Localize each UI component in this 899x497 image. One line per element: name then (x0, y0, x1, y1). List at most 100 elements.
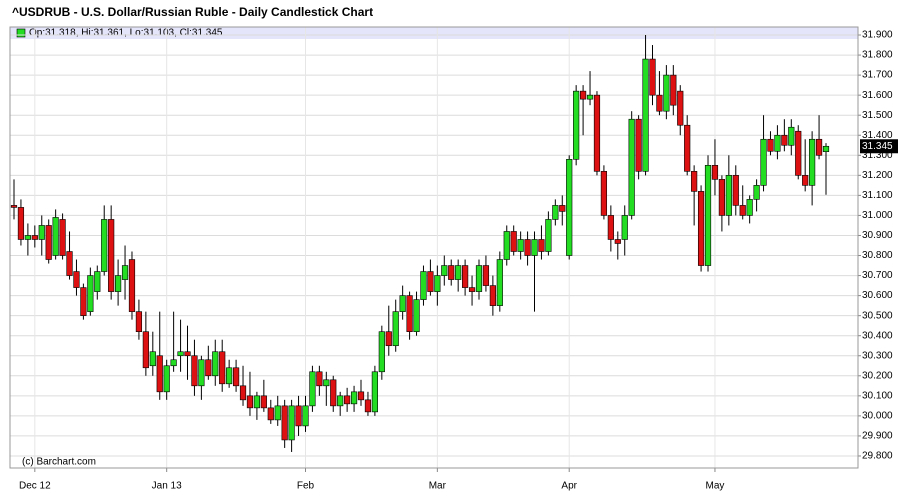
candle-body (198, 359, 205, 387)
candle-body (357, 391, 365, 401)
candle-body (121, 265, 129, 280)
candle-body (524, 239, 531, 256)
candle-body (434, 275, 441, 292)
candle-body (212, 351, 219, 377)
candle-body (635, 118, 642, 172)
y-tick-label: 30.700 (862, 270, 893, 281)
candle-body (59, 219, 66, 256)
candle-body (489, 285, 496, 306)
candle-body (739, 205, 746, 216)
candle-body (219, 351, 226, 385)
candle-body (697, 191, 705, 266)
y-tick-label: 31.200 (862, 170, 893, 181)
candle-body (170, 359, 177, 367)
candle-body (482, 265, 490, 286)
candle-body (455, 265, 462, 280)
y-tick-label: 30.100 (862, 390, 893, 401)
legend-icon (16, 28, 26, 38)
candle-body (503, 231, 510, 260)
candle-body (760, 138, 767, 186)
candle-body (746, 199, 753, 216)
candle-body (385, 331, 392, 347)
candle-body (378, 331, 385, 373)
candle-body (691, 171, 698, 192)
candle-body (232, 367, 240, 387)
candle-body (670, 74, 677, 106)
candle-body (94, 271, 101, 292)
candle-body (628, 118, 635, 216)
candle-body (732, 175, 739, 206)
candle-body (108, 219, 115, 292)
candle-body (725, 175, 732, 216)
candle-body (191, 355, 198, 387)
candle-body (809, 138, 816, 186)
candle-body (607, 215, 614, 240)
x-tick-label: Jan 13 (152, 481, 182, 492)
candle-body (156, 355, 163, 393)
candle-body (802, 175, 809, 186)
candle-body (364, 399, 372, 413)
candle-body (774, 134, 781, 152)
y-tick-label: 31.900 (862, 30, 893, 41)
candle-body (337, 395, 344, 407)
candle-body (649, 58, 656, 96)
candle-body (781, 134, 788, 146)
candle-body (531, 239, 538, 256)
candle-body (177, 351, 184, 357)
candle-body (684, 124, 691, 172)
y-tick-label: 31.400 (862, 130, 893, 141)
y-tick-label: 30.900 (862, 230, 893, 241)
candle-body (406, 295, 413, 332)
candle-body (17, 207, 25, 240)
candle-body (538, 239, 545, 252)
candle-body (66, 251, 73, 276)
candle-body (316, 371, 323, 387)
candle-body (614, 239, 621, 244)
y-tick-label: 29.800 (862, 451, 893, 462)
chart-title: ^USDRUB - U.S. Dollar/Russian Ruble - Da… (12, 5, 373, 19)
candle-body (718, 179, 725, 216)
candle-body (559, 205, 566, 212)
candle-body (45, 225, 52, 260)
candle-body (593, 94, 601, 172)
candle-body (274, 405, 281, 421)
candle-body (163, 365, 170, 393)
candle-body (496, 259, 503, 306)
candle-body (427, 271, 434, 292)
candle-body (31, 235, 38, 240)
candle-body (309, 371, 316, 407)
credit: (c) Barchart.com (22, 457, 96, 468)
y-tick-label: 31.100 (862, 190, 893, 201)
candle-body (815, 138, 823, 156)
candle-body (253, 395, 261, 409)
candle-body (10, 205, 18, 208)
y-tick-label: 31.000 (862, 210, 893, 221)
candle-body (142, 331, 149, 369)
y-tick-label: 30.400 (862, 330, 893, 341)
candle-body (753, 185, 760, 200)
candle-body (413, 299, 420, 332)
candle-body (323, 379, 330, 387)
y-tick-label: 30.500 (862, 310, 893, 321)
candle-body (586, 94, 594, 100)
candle-body (246, 395, 254, 409)
candle-body (226, 367, 233, 385)
ohlc-label: Op:31.318, Hi:31.361, Lo:31.103, Cl:31.3… (29, 28, 223, 39)
candle-body (239, 385, 247, 401)
y-tick-label: 29.900 (862, 431, 893, 442)
candle-body (392, 311, 399, 347)
plot-frame (9, 26, 859, 469)
candle-body (566, 159, 573, 256)
y-tick-label: 30.200 (862, 370, 893, 381)
candle-body (267, 407, 274, 421)
candle-body (621, 215, 628, 240)
y-tick-label: 31.600 (862, 90, 893, 101)
y-tick-label: 30.600 (862, 290, 893, 301)
candle-body (288, 405, 295, 441)
candle-body (115, 275, 122, 292)
candle-body (468, 287, 476, 292)
y-tick-label: 31.700 (862, 70, 893, 81)
